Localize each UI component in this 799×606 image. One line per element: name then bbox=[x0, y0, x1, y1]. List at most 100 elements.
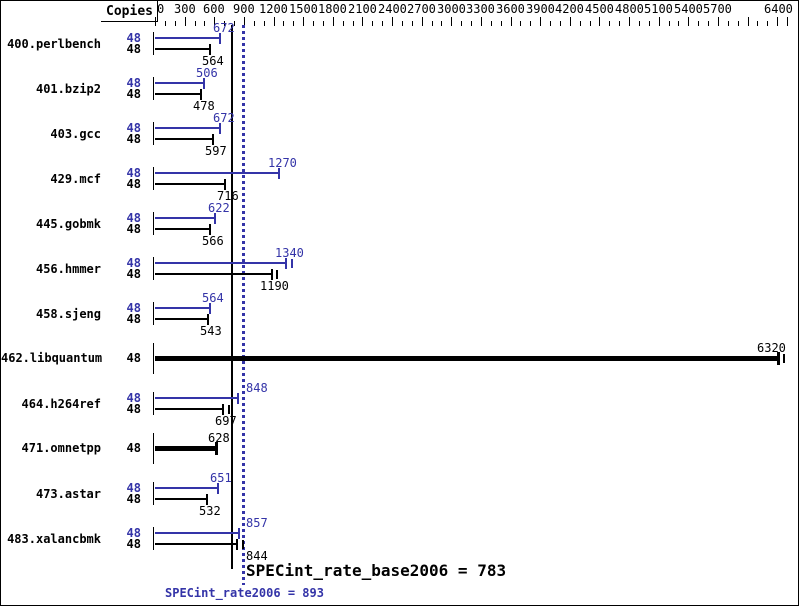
base-rate-reference-line bbox=[231, 25, 233, 569]
axis-tick bbox=[639, 21, 640, 26]
bar-end-cap bbox=[224, 179, 226, 190]
rate-bar-peak bbox=[155, 172, 280, 174]
rate-bar-peak bbox=[155, 82, 205, 84]
axis-tick bbox=[520, 21, 521, 26]
bar-value-label: 1270 bbox=[268, 156, 297, 170]
bar-value-label: 597 bbox=[205, 144, 227, 158]
axis-tick bbox=[669, 21, 670, 26]
copies-value: 48 bbox=[126, 526, 141, 540]
copies-value: 48 bbox=[126, 76, 141, 90]
rate-bar-peak bbox=[155, 217, 216, 219]
benchmark-label: 401.bzip2 bbox=[35, 82, 101, 96]
axis-tick bbox=[451, 17, 452, 26]
bar-end-cap bbox=[222, 404, 224, 415]
axis-tick bbox=[688, 17, 689, 26]
group-baseline bbox=[153, 212, 154, 235]
copies-value: 48 bbox=[126, 211, 141, 225]
copies-value: 48 bbox=[126, 391, 141, 405]
axis-tick-label: 6400 bbox=[764, 2, 793, 16]
axis-tick-label: 1200 bbox=[259, 2, 288, 16]
axis-tick-label: 5400 bbox=[674, 2, 703, 16]
axis-tick bbox=[214, 17, 215, 26]
axis-tick bbox=[224, 21, 225, 26]
benchmark-label: 445.gobmk bbox=[35, 217, 101, 231]
rate-bar-base bbox=[155, 356, 779, 361]
axis-tick bbox=[511, 17, 512, 26]
bar-value-label: 532 bbox=[199, 504, 221, 518]
bar-value-label: 651 bbox=[210, 471, 232, 485]
axis-tick-label: 0 bbox=[157, 2, 165, 16]
copies-value: 48 bbox=[126, 87, 141, 101]
axis-tick bbox=[185, 17, 186, 26]
bar-value-label: 1340 bbox=[275, 246, 304, 260]
axis-tick bbox=[165, 21, 166, 26]
bar-end-cap bbox=[238, 528, 240, 539]
axis-tick-label: 2400 bbox=[378, 2, 407, 16]
rate-bar-base bbox=[155, 93, 202, 95]
rate-bar-base bbox=[155, 446, 217, 451]
bar-value-label: 6320 bbox=[757, 341, 786, 355]
summary-base-rate-text: SPECint_rate_base2006 = 783 bbox=[246, 561, 507, 580]
axis-tick bbox=[649, 21, 650, 26]
copies-value: 48 bbox=[126, 177, 141, 191]
bar-value-label: 566 bbox=[202, 234, 224, 248]
group-baseline bbox=[153, 433, 154, 464]
axis-tick-label: 600 bbox=[203, 2, 225, 16]
copies-value: 48 bbox=[126, 42, 141, 56]
axis-tick bbox=[570, 17, 571, 26]
copies-value: 48 bbox=[126, 351, 141, 365]
axis-tick bbox=[175, 21, 176, 26]
axis-tick bbox=[787, 17, 788, 26]
rate-bar-peak bbox=[155, 307, 211, 309]
benchmark-label: 483.xalancbmk bbox=[7, 532, 101, 546]
axis-tick bbox=[777, 17, 778, 26]
copies-value: 48 bbox=[126, 312, 141, 326]
axis-tick bbox=[767, 21, 768, 26]
bar-value-label: 564 bbox=[202, 54, 224, 68]
benchmark-label: 473.astar bbox=[35, 487, 101, 501]
bar-end-cap bbox=[219, 123, 221, 134]
axis-tick bbox=[698, 21, 699, 26]
axis-tick bbox=[402, 21, 403, 26]
axis-tick-label: 1800 bbox=[318, 2, 347, 16]
axis-tick-label: 300 bbox=[174, 2, 196, 16]
benchmark-label: 456.hmmer bbox=[35, 262, 101, 276]
bar-value-label: 844 bbox=[246, 549, 268, 563]
axis-tick bbox=[441, 21, 442, 26]
axis-tick bbox=[323, 21, 324, 26]
group-baseline bbox=[153, 167, 154, 190]
bar-end-cap bbox=[219, 33, 221, 44]
axis-tick bbox=[382, 21, 383, 26]
copies-value: 48 bbox=[126, 166, 141, 180]
axis-tick-label: 1500 bbox=[289, 2, 318, 16]
bar-value-label: 857 bbox=[246, 516, 268, 530]
bar-end-cap bbox=[207, 314, 209, 325]
axis-tick bbox=[748, 17, 749, 26]
benchmark-label: 403.gcc bbox=[50, 127, 101, 141]
bar-end-cap bbox=[215, 442, 218, 455]
axis-tick bbox=[678, 21, 679, 26]
axis-tick bbox=[432, 21, 433, 26]
axis-tick bbox=[530, 21, 531, 26]
copies-value: 48 bbox=[126, 267, 141, 281]
bar-end-cap bbox=[200, 89, 202, 100]
group-baseline bbox=[153, 302, 154, 325]
bar-run-tick bbox=[242, 540, 244, 549]
axis-tick bbox=[580, 21, 581, 26]
axis-tick bbox=[560, 21, 561, 26]
axis-tick bbox=[599, 17, 600, 26]
summary-peak-rate-text: SPECint_rate2006 = 893 bbox=[165, 586, 324, 600]
axis-tick bbox=[362, 17, 363, 26]
rate-bar-base bbox=[155, 273, 273, 275]
group-baseline bbox=[153, 527, 154, 550]
bar-value-label: 672 bbox=[213, 21, 235, 35]
bar-value-label: 564 bbox=[202, 291, 224, 305]
axis-tick bbox=[274, 17, 275, 26]
axis-tick bbox=[491, 21, 492, 26]
bar-end-cap bbox=[214, 213, 216, 224]
axis-tick bbox=[708, 21, 709, 26]
axis-tick bbox=[619, 21, 620, 26]
bar-end-cap bbox=[217, 483, 219, 494]
